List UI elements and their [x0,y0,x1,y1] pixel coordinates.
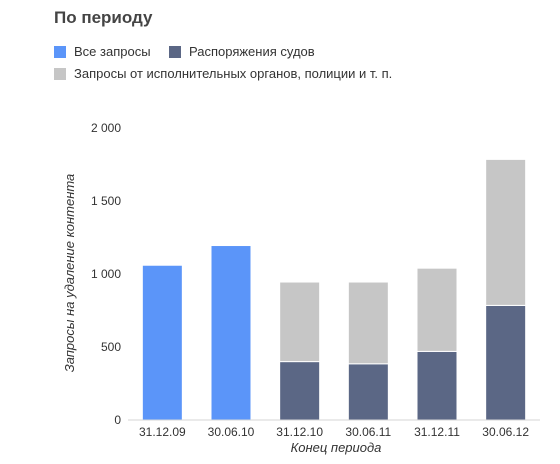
x-tick-label: 30.06.12 [482,425,529,439]
legend-label-all-requests: Все запросы [74,44,151,59]
bar-segment [210,245,252,421]
x-tick-label: 30.06.10 [208,425,255,439]
bar-segment [485,158,527,306]
y-axis-title: Запросы на удаление контента [62,174,77,373]
x-tick-label: 31.12.11 [414,425,460,439]
legend-item-court-orders: Распоряжения судов [169,44,315,59]
legend-swatch-executive-requests [54,67,66,80]
chart-title: По периоду [54,8,153,27]
x-axis-title: Конец периода [291,440,382,455]
bar-segment [279,361,321,421]
legend-swatch-all-requests [54,45,66,58]
legend-item-executive-requests: Запросы от исполнительных органов, полиц… [54,66,392,81]
bar-segment [485,304,527,421]
y-axis-ticks: 0 500 1 000 1 500 2 000 [91,121,121,427]
bar-segment [279,281,321,363]
bar-segment [416,267,458,352]
bar-segment [141,264,183,421]
y-tick-label: 500 [101,340,121,354]
bar-segment [416,350,458,421]
bar-segment [347,281,389,365]
y-tick-label: 1 000 [91,267,121,281]
legend-item-all-requests: Все запросы [54,44,151,59]
y-tick-label: 1 500 [91,194,121,208]
y-tick-label: 0 [114,413,121,427]
legend-label-executive-requests: Запросы от исполнительных органов, полиц… [74,66,393,81]
legend-swatch-court-orders [169,45,181,58]
x-tick-label: 31.12.09 [139,425,186,439]
bars [141,158,527,421]
x-tick-label: 31.12.10 [276,425,323,439]
bar-segment [347,363,389,421]
x-tick-label: 30.06.11 [345,425,391,439]
legend-label-court-orders: Распоряжения судов [189,44,315,59]
y-tick-label: 2 000 [91,121,121,135]
x-axis-ticks: 31.12.09 30.06.10 31.12.10 30.06.11 31.12.11… [139,425,529,439]
